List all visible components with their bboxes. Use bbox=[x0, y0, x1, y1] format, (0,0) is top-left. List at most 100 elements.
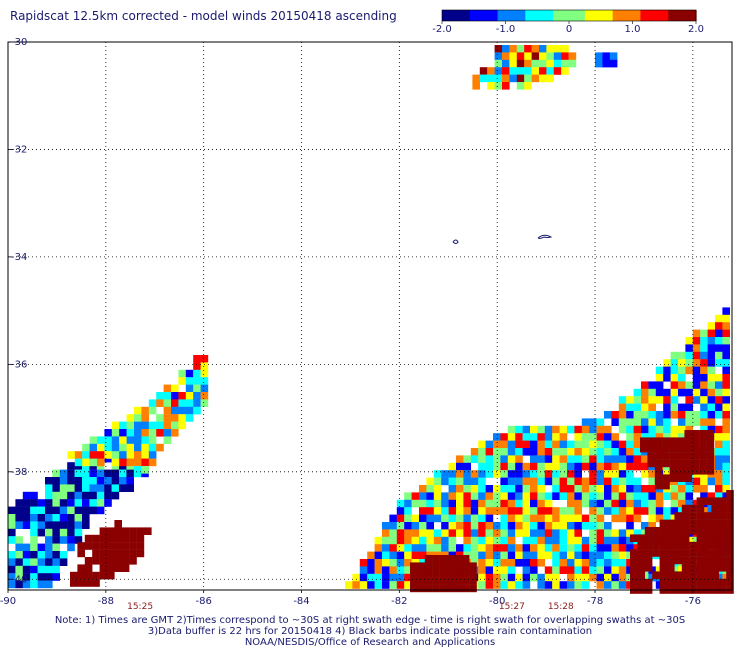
note-line-3: NOAA/NESDIS/Office of Research and Appli… bbox=[244, 637, 496, 648]
wind-cell bbox=[37, 506, 46, 515]
wind-cell bbox=[692, 381, 701, 389]
wind-cell bbox=[389, 514, 397, 523]
wind-cell bbox=[470, 529, 479, 537]
wind-cell bbox=[470, 544, 479, 552]
wind-cell bbox=[707, 337, 716, 345]
wind-cell bbox=[411, 551, 420, 560]
wind-cell bbox=[637, 534, 645, 542]
wind-cell bbox=[696, 571, 705, 579]
colorbar-cell bbox=[509, 10, 515, 21]
wind-cell bbox=[515, 559, 523, 567]
wind-cell bbox=[45, 477, 53, 485]
wind-cell bbox=[704, 556, 712, 565]
wind-cell bbox=[604, 470, 612, 478]
wind-cell bbox=[404, 522, 412, 530]
wind-cell bbox=[589, 477, 597, 486]
wind-cell bbox=[485, 581, 494, 589]
wind-cell bbox=[589, 522, 597, 530]
wind-cell bbox=[706, 437, 715, 445]
wind-cell bbox=[200, 377, 209, 385]
wind-cell bbox=[433, 499, 442, 508]
wind-cell bbox=[74, 491, 83, 500]
wind-cell bbox=[441, 499, 449, 508]
wind-cell bbox=[432, 577, 440, 585]
wind-cell bbox=[662, 444, 670, 453]
wind-cell bbox=[604, 559, 612, 567]
wind-cell bbox=[530, 462, 538, 471]
wind-cell bbox=[374, 581, 383, 589]
wind-cell bbox=[96, 477, 105, 485]
wind-cell bbox=[684, 459, 692, 468]
wind-cell bbox=[670, 351, 679, 360]
wind-cell bbox=[659, 541, 668, 550]
wind-cell bbox=[417, 577, 425, 585]
wind-cell bbox=[426, 536, 434, 545]
wind-cell bbox=[478, 499, 486, 508]
wind-cell bbox=[470, 499, 479, 508]
wind-cell bbox=[500, 566, 508, 574]
wind-cell bbox=[22, 506, 31, 515]
wind-cell bbox=[45, 565, 53, 574]
wind-cell bbox=[537, 559, 545, 567]
wind-cell bbox=[419, 544, 427, 552]
wind-cell bbox=[630, 549, 638, 557]
wind-cell bbox=[537, 499, 545, 508]
wind-cell bbox=[522, 544, 531, 552]
wind-cell bbox=[581, 551, 590, 560]
wind-cell bbox=[516, 82, 525, 90]
wind-cell bbox=[8, 506, 16, 515]
wind-cell bbox=[641, 462, 649, 471]
wind-cell bbox=[537, 544, 545, 552]
wind-cell bbox=[552, 455, 560, 463]
wind-cell bbox=[574, 559, 582, 567]
wind-cell bbox=[633, 507, 642, 515]
wind-cell bbox=[493, 455, 501, 463]
wind-cell bbox=[67, 477, 75, 485]
wind-cell bbox=[611, 507, 619, 515]
wind-cell bbox=[404, 566, 412, 574]
wind-cell bbox=[681, 578, 690, 587]
wind-cell bbox=[389, 529, 397, 537]
wind-cell bbox=[59, 499, 68, 507]
wind-cell bbox=[667, 578, 675, 587]
wind-cell bbox=[678, 499, 686, 508]
wind-cell bbox=[568, 59, 577, 68]
wind-cell bbox=[404, 492, 412, 500]
colorbar-cell bbox=[469, 10, 475, 21]
wind-cell bbox=[581, 573, 590, 582]
wind-cell bbox=[652, 549, 660, 557]
wind-cell bbox=[718, 578, 727, 587]
wind-cell bbox=[718, 564, 727, 572]
wind-cell bbox=[674, 578, 682, 587]
wind-cell bbox=[637, 549, 645, 557]
wind-cell bbox=[707, 359, 716, 367]
wind-cell bbox=[677, 452, 685, 460]
wind-cell bbox=[681, 556, 690, 565]
wind-cell bbox=[567, 455, 575, 463]
wind-cell bbox=[441, 492, 449, 500]
wind-cell bbox=[478, 462, 486, 471]
wind-cell bbox=[432, 562, 440, 570]
wind-cell bbox=[419, 485, 427, 493]
wind-cell bbox=[670, 374, 679, 382]
wind-cell bbox=[97, 443, 105, 452]
wind-cell bbox=[704, 534, 712, 542]
colorbar-cell bbox=[636, 10, 642, 21]
wind-cell bbox=[611, 492, 619, 500]
wind-cell bbox=[589, 470, 597, 478]
wind-cell bbox=[670, 396, 679, 404]
wind-cell bbox=[463, 470, 471, 478]
wind-cell bbox=[193, 369, 201, 378]
wind-cell bbox=[92, 542, 100, 550]
wind-cell bbox=[374, 536, 383, 545]
wind-cell bbox=[685, 351, 693, 360]
wind-cell bbox=[537, 492, 545, 500]
wind-cell bbox=[104, 469, 112, 478]
wind-cell bbox=[82, 491, 90, 500]
coastline bbox=[452, 234, 553, 244]
wind-cell bbox=[537, 522, 545, 530]
wind-cell bbox=[522, 581, 531, 589]
wind-cell bbox=[478, 566, 486, 574]
wind-cell bbox=[663, 411, 671, 419]
wind-cell bbox=[718, 497, 727, 505]
